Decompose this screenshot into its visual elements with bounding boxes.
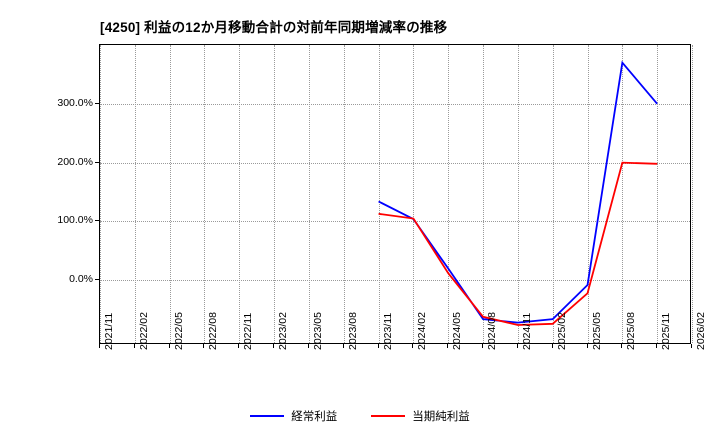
x-axis-tick-label: 2022/08 — [207, 312, 220, 350]
gridline-horizontal — [100, 162, 690, 164]
series-line-toki-jun-rieki — [378, 161, 658, 326]
x-axis-tick-label: 2023/05 — [311, 312, 324, 350]
gridline-vertical — [622, 45, 624, 343]
gridline-vertical — [413, 45, 415, 343]
x-axis-tick-label: 2025/08 — [625, 312, 638, 350]
x-axis-tick-label: 2022/05 — [172, 312, 185, 350]
gridline-vertical — [552, 45, 554, 343]
x-axis-tick-label: 2025/05 — [590, 312, 603, 350]
x-axis-tick-label: 2024/11 — [520, 312, 533, 350]
gridline-vertical — [100, 45, 101, 343]
x-axis-tick-mark — [691, 344, 692, 348]
y-axis-tick-mark — [95, 279, 99, 281]
legend-item-keijo-rieki: 経常利益 — [250, 408, 337, 424]
x-axis-tick-label: 2026/02 — [695, 312, 707, 350]
x-axis-tick-label: 2023/11 — [381, 312, 394, 350]
y-axis-tick-mark — [95, 102, 99, 104]
x-axis-tick-mark — [586, 344, 588, 348]
x-axis-tick-label: 2023/08 — [346, 312, 359, 350]
x-axis-tick-mark — [621, 344, 623, 348]
gridline-vertical — [692, 45, 693, 343]
series-line-keijo-rieki — [378, 60, 658, 324]
gridline-vertical — [239, 45, 241, 343]
gridline-vertical — [274, 45, 276, 343]
gridline-horizontal — [100, 221, 690, 223]
gridline-horizontal — [100, 103, 690, 105]
gridline-vertical — [308, 45, 310, 343]
x-axis-tick-mark — [99, 344, 100, 348]
gridline-vertical — [343, 45, 345, 343]
y-axis-tick-label: 0.0% — [69, 273, 93, 286]
legend-label-toki-jun-rieki: 当期純利益 — [412, 411, 470, 423]
x-axis-tick-mark — [342, 344, 344, 348]
x-axis-tick-label: 2025/11 — [660, 312, 673, 350]
y-axis-tick-mark — [95, 161, 99, 163]
x-axis-tick-mark — [203, 344, 205, 348]
x-axis-tick-label: 2025/02 — [555, 312, 568, 350]
gridline-vertical — [204, 45, 206, 343]
gridline-vertical — [587, 45, 589, 343]
legend-swatch-toki-jun-rieki — [371, 415, 406, 417]
gridline-vertical — [517, 45, 519, 343]
gridline-vertical — [657, 45, 659, 343]
gridline-vertical — [483, 45, 485, 343]
x-axis-tick-mark — [168, 344, 170, 348]
series-lines — [378, 60, 658, 326]
gridline-horizontal — [100, 280, 690, 282]
x-axis-tick-mark — [273, 344, 275, 348]
x-axis-tick-mark — [238, 344, 240, 348]
x-axis-tick-label: 2022/11 — [242, 312, 255, 350]
y-axis-tick-label: 100.0% — [57, 214, 93, 227]
gridline-vertical — [448, 45, 450, 343]
x-axis-tick-label: 2023/02 — [277, 312, 290, 350]
y-axis-tick-mark — [95, 220, 99, 222]
x-axis-tick-label: 2021/11 — [103, 312, 115, 350]
chart-title: [4250] 利益の12か月移動合計の対前年同期増減率の推移 — [100, 20, 448, 35]
x-axis-tick-mark — [656, 344, 658, 348]
x-axis-tick-label: 2022/02 — [137, 312, 150, 350]
x-axis-tick-mark — [307, 344, 309, 348]
x-axis-tick-mark — [412, 344, 414, 348]
legend-label-keijo-rieki: 経常利益 — [291, 411, 338, 423]
chart-legend: 経常利益 当期純利益 — [0, 405, 720, 427]
x-axis-tick-mark — [482, 344, 484, 348]
legend-swatch-keijo-rieki — [250, 415, 285, 417]
x-axis-tick-mark — [551, 344, 553, 348]
gridline-vertical — [169, 45, 171, 343]
x-axis-tick-label: 2024/05 — [451, 312, 464, 350]
x-axis-tick-label: 2024/02 — [416, 312, 429, 350]
legend-item-toki-jun-rieki: 当期純利益 — [371, 408, 470, 424]
gridline-vertical — [378, 45, 380, 343]
x-axis-tick-mark — [377, 344, 379, 348]
x-axis-tick-mark — [447, 344, 449, 348]
plot-area — [99, 44, 693, 344]
y-axis-tick-label: 300.0% — [57, 96, 93, 109]
x-axis-tick-mark — [133, 344, 135, 348]
y-axis-tick-label: 200.0% — [57, 155, 93, 168]
x-axis-tick-mark — [516, 344, 518, 348]
gridline-vertical — [134, 45, 136, 343]
x-axis-tick-label: 2024/08 — [486, 312, 499, 350]
